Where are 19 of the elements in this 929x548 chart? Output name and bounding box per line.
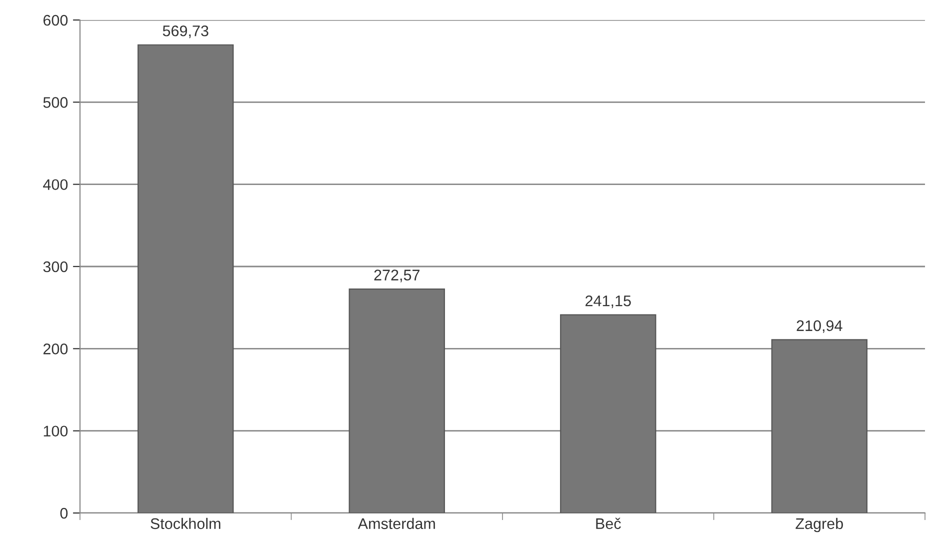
data-label: 569,73 (162, 25, 208, 38)
bar (560, 314, 656, 513)
bar (138, 44, 234, 513)
y-tick-label: 500 (43, 97, 68, 108)
y-tick-label: 400 (43, 179, 68, 190)
y-tick-label: 0 (60, 508, 68, 519)
data-label: 272,57 (374, 270, 420, 282)
x-tick-label: Zagreb (796, 518, 843, 532)
y-tick-label: 300 (43, 261, 68, 272)
bar (348, 288, 445, 513)
y-tick-label: 600 (43, 14, 68, 26)
bar (771, 339, 868, 513)
x-tick-label: Amsterdam (358, 518, 435, 530)
y-tick-label: 100 (44, 426, 68, 437)
y-tick-label: 200 (43, 344, 68, 354)
x-tick-label: Beč (596, 518, 621, 530)
data-label: 210,94 (796, 320, 842, 333)
x-tick-label: Stockholm (150, 518, 220, 530)
data-label: 241,15 (586, 295, 631, 308)
